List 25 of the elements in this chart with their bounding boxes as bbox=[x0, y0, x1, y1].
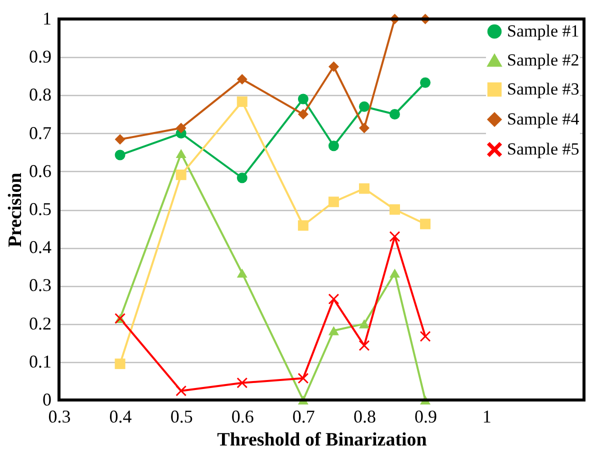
x-tick-label: 0.6 bbox=[231, 406, 254, 426]
y-tick-label: 0.8 bbox=[29, 84, 52, 105]
legend-label: Sample #1 bbox=[507, 22, 580, 40]
y-tick-label: 0.3 bbox=[29, 275, 52, 296]
y-tick-label: 0.4 bbox=[29, 237, 52, 258]
y-tick-label: 0.9 bbox=[29, 46, 52, 67]
y-tick-label: 0 bbox=[42, 390, 52, 410]
y-tick-label: 0.2 bbox=[29, 313, 52, 334]
y-tick-label: 0.1 bbox=[29, 351, 52, 372]
y-tick-label: 1 bbox=[42, 8, 52, 28]
x-tick-label: 0.5 bbox=[170, 406, 193, 426]
legend-label: Sample #4 bbox=[507, 110, 580, 128]
x-tick-label: 0.4 bbox=[109, 406, 132, 426]
y-tick-label: 0.7 bbox=[29, 122, 52, 143]
y-tick-label: 0.5 bbox=[29, 199, 52, 219]
legend-label: Sample #5 bbox=[507, 140, 580, 158]
y-axis-title: Precision bbox=[5, 172, 26, 248]
y-tick-label: 0.6 bbox=[29, 160, 52, 181]
x-tick-label: 0.8 bbox=[353, 406, 376, 426]
x-axis-title: Threshold of Binarization bbox=[217, 430, 428, 450]
x-tick-label: 0.9 bbox=[414, 406, 438, 426]
legend-label: Sample #3 bbox=[507, 80, 580, 98]
legend-label: Sample #2 bbox=[507, 50, 580, 70]
x-tick-label: 0.7 bbox=[292, 406, 315, 426]
x-tick-label: 1 bbox=[482, 406, 492, 426]
